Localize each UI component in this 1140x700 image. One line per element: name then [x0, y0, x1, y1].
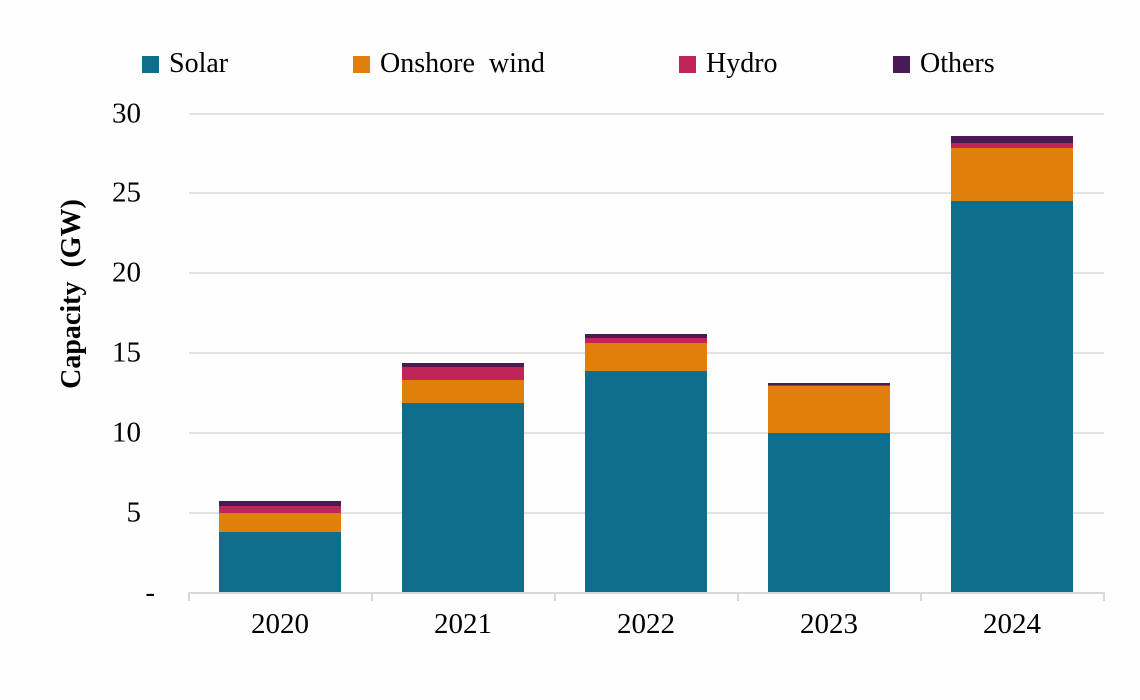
x-axis-tick	[919, 592, 922, 601]
x-axis-tick	[187, 592, 190, 601]
bar-2024-others	[951, 135, 1073, 144]
bar-2022-onshore-wind	[585, 342, 707, 372]
legend-item-others: Others	[893, 50, 995, 78]
legend-label-hydro: Hydro	[706, 48, 778, 79]
y-tick-label-5: 5	[126, 496, 142, 529]
x-axis-tick	[1102, 592, 1105, 601]
y-tick-label-10: 10	[112, 416, 141, 449]
bar-2022-others	[585, 333, 707, 338]
bar-2021-hydro	[402, 367, 524, 381]
bar-2020-others	[219, 500, 341, 507]
legend-label-solar: Solar	[169, 48, 229, 79]
bar-2024-solar	[951, 200, 1073, 593]
legend-label-onshore-wind: Onshore wind	[380, 48, 545, 79]
bar-2023-hydro	[768, 384, 890, 386]
legend-item-solar: Solar	[142, 50, 228, 78]
legend-item-onshore-wind: Onshore wind	[353, 50, 545, 78]
bar-2021-onshore-wind	[402, 380, 524, 404]
gridline-30	[188, 112, 1104, 115]
legend-label-others: Others	[920, 48, 995, 79]
x-tick-label-2022: 2022	[617, 608, 675, 640]
bar-2020-onshore-wind	[219, 513, 341, 532]
y-tick-label--: -	[145, 576, 155, 608]
onshore-wind-swatch-icon	[353, 55, 370, 73]
x-tick-label-2020: 2020	[251, 608, 309, 640]
bar-2020-solar	[219, 531, 341, 593]
bar-2024-onshore-wind	[951, 147, 1073, 201]
gridline-20	[188, 272, 1104, 275]
x-tick-label-2021: 2021	[434, 608, 492, 640]
gridline-25	[188, 192, 1104, 195]
others-swatch-icon	[893, 55, 910, 73]
bar-2023-solar	[768, 432, 890, 593]
bar-2023-onshore-wind	[768, 385, 890, 433]
hydro-swatch-icon	[679, 55, 696, 73]
bar-2023-others	[768, 382, 890, 385]
solar-swatch-icon	[142, 55, 159, 73]
x-axis-tick	[553, 592, 556, 601]
bar-2021-solar	[402, 403, 524, 593]
x-axis-tick	[370, 592, 373, 601]
y-tick-label-25: 25	[112, 176, 141, 209]
x-axis-tick	[736, 592, 739, 601]
bar-2021-others	[402, 362, 524, 368]
bar-2022-hydro	[585, 337, 707, 343]
y-tick-label-30: 30	[112, 97, 141, 129]
legend-item-hydro: Hydro	[679, 50, 778, 78]
bar-2022-solar	[585, 371, 707, 593]
bar-2024-hydro	[951, 143, 1073, 148]
y-tick-label-15: 15	[112, 336, 141, 369]
y-tick-label-20: 20	[112, 256, 141, 289]
x-tick-label-2023: 2023	[800, 608, 858, 640]
x-tick-label-2024: 2024	[983, 608, 1041, 640]
bar-2020-hydro	[219, 506, 341, 514]
x-axis-line	[188, 592, 1104, 594]
